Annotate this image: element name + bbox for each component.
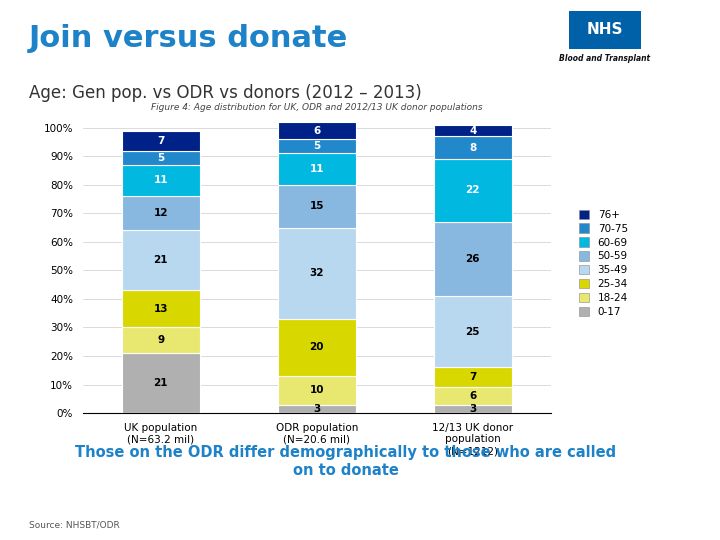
FancyBboxPatch shape [569, 11, 641, 49]
Text: Figure 4: Age distribution for UK, ODR and 2012/13 UK donor populations: Figure 4: Age distribution for UK, ODR a… [151, 103, 482, 112]
Bar [278, 139, 356, 153]
Bar [278, 376, 356, 404]
Bar [122, 291, 199, 327]
Legend: 76+, 70-75, 60-69, 50-59, 35-49, 25-34, 18-24, 0-17: 76+, 70-75, 60-69, 50-59, 35-49, 25-34, … [575, 205, 632, 321]
Bar [122, 231, 199, 291]
Bar [278, 319, 356, 376]
Text: Blood and Transplant: Blood and Transplant [559, 54, 650, 63]
Text: 11: 11 [153, 176, 168, 185]
Bar [433, 387, 512, 404]
Text: 11: 11 [310, 164, 324, 174]
Text: 21: 21 [153, 378, 168, 388]
Text: Those on the ODR differ demographically to those who are called
on to donate: Those on the ODR differ demographically … [75, 446, 616, 478]
Bar [433, 125, 512, 136]
Text: 6: 6 [313, 125, 320, 136]
Text: 26: 26 [466, 254, 480, 264]
Bar [433, 367, 512, 387]
Bar [433, 136, 512, 159]
Bar [433, 404, 512, 413]
Text: 12: 12 [153, 208, 168, 218]
Bar [122, 151, 199, 165]
Bar [278, 122, 356, 139]
Bar [278, 185, 356, 227]
Text: 13: 13 [153, 304, 168, 314]
Bar [278, 227, 356, 319]
Text: 3: 3 [469, 404, 477, 414]
Text: 9: 9 [157, 335, 164, 345]
Text: 5: 5 [157, 153, 164, 163]
Text: Age: Gen pop. vs ODR vs donors (2012 – 2013): Age: Gen pop. vs ODR vs donors (2012 – 2… [29, 84, 421, 102]
Bar [122, 196, 199, 231]
Bar [278, 404, 356, 413]
Text: 5: 5 [313, 141, 320, 151]
Text: 4: 4 [469, 125, 477, 136]
Bar [433, 159, 512, 222]
Text: 8: 8 [469, 143, 477, 153]
Text: 15: 15 [310, 201, 324, 211]
Text: 20: 20 [310, 342, 324, 353]
Text: 25: 25 [466, 327, 480, 337]
Text: 6: 6 [469, 391, 477, 401]
Text: 21: 21 [153, 255, 168, 265]
Bar [433, 222, 512, 296]
Bar [433, 296, 512, 367]
Text: 7: 7 [469, 373, 477, 382]
Text: Source: NHSBT/ODR: Source: NHSBT/ODR [29, 520, 120, 529]
Bar [122, 327, 199, 353]
Bar [122, 131, 199, 151]
Bar [122, 165, 199, 196]
Text: 7: 7 [157, 136, 164, 145]
Text: 22: 22 [466, 185, 480, 195]
Bar [122, 353, 199, 413]
Text: 10: 10 [310, 385, 324, 395]
Bar [278, 153, 356, 185]
Text: Join versus donate: Join versus donate [29, 24, 348, 53]
Text: NHS: NHS [587, 22, 623, 37]
Text: 3: 3 [313, 404, 320, 414]
Text: 32: 32 [310, 268, 324, 278]
